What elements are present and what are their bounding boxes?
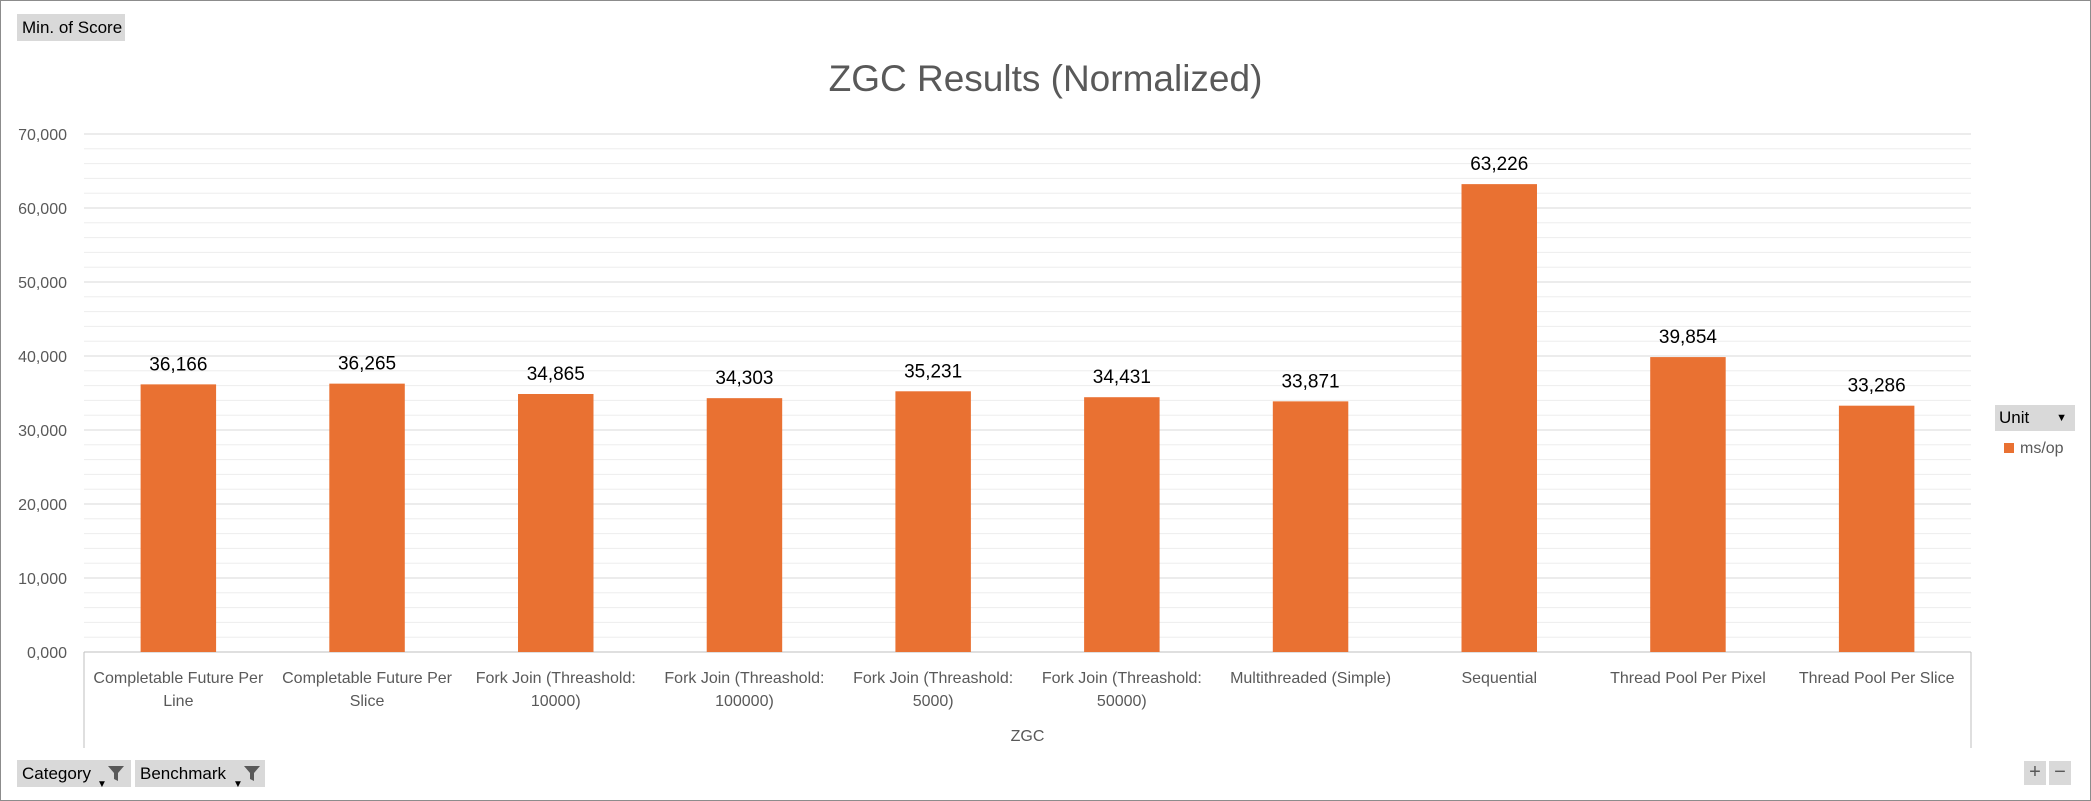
y-tick-label: 0,000 (27, 645, 67, 662)
legend-series-label: ms/op (2020, 440, 2064, 457)
x-tick-label: 100000) (715, 693, 774, 710)
dropdown-arrow-icon: ▼ (97, 779, 107, 790)
data-label: 34,431 (1093, 367, 1151, 388)
dropdown-arrow-icon: ▼ (233, 779, 243, 790)
filter-icon (244, 766, 260, 781)
bar (1461, 184, 1537, 652)
zoom-out-button[interactable]: − (2049, 761, 2071, 785)
bar (1272, 401, 1349, 652)
x-tick-label: Fork Join (Threashold: (664, 670, 824, 687)
x-tick-label: Thread Pool Per Slice (1799, 670, 1955, 687)
legend-field-label: Unit (1999, 408, 2030, 427)
x-tick-label: Thread Pool Per Pixel (1610, 670, 1766, 687)
x-tick-label: 10000) (531, 693, 581, 710)
x-tick-label: 50000) (1097, 693, 1147, 710)
bar (895, 391, 971, 652)
bar (1650, 357, 1726, 652)
y-tick-label: 20,000 (18, 497, 67, 514)
bar (1838, 405, 1915, 652)
x-tick-label: 5000) (913, 693, 954, 710)
x-tick-label: Fork Join (Threashold: (853, 670, 1013, 687)
zoom-in-button[interactable]: + (2024, 761, 2046, 785)
y-tick-label: 30,000 (18, 423, 67, 440)
chart-title: ZGC Results (Normalized) (828, 58, 1263, 99)
x-tick-label: Multithreaded (Simple) (1230, 670, 1391, 687)
x-tick-label: Fork Join (Threashold: (476, 670, 636, 687)
data-label: 33,286 (1848, 376, 1906, 397)
bar (706, 398, 783, 652)
bar (140, 384, 217, 652)
x-tick-label: Completable Future Per (282, 670, 453, 687)
data-label: 63,226 (1470, 154, 1528, 175)
chevron-down-icon: ▼ (2056, 412, 2067, 424)
x-tick-label: Slice (350, 693, 385, 710)
legend-field-button[interactable]: Unit ▼ (1995, 405, 2075, 431)
bar (1084, 397, 1160, 652)
filter-icon (108, 766, 124, 781)
y-tick-label: 40,000 (18, 349, 67, 366)
y-tick-label: 10,000 (18, 571, 67, 588)
benchmark-field-button[interactable]: Benchmark ▼ (135, 760, 265, 790)
data-label: 36,265 (338, 354, 396, 375)
data-label: 34,865 (527, 364, 585, 385)
y-tick-label: 50,000 (18, 275, 67, 292)
data-label: 35,231 (904, 361, 962, 382)
bar (518, 393, 594, 652)
legend-item: ms/op (2004, 440, 2064, 458)
data-label: 33,871 (1281, 371, 1339, 392)
value-field-button[interactable]: Min. of Score (17, 14, 125, 41)
data-label: 36,166 (149, 354, 207, 375)
category-field-label: Category (22, 764, 91, 783)
x-tick-label: Completable Future Per (93, 670, 264, 687)
value-field-label: Min. of Score (22, 18, 123, 37)
x-tick-label: Sequential (1461, 670, 1537, 687)
bar (329, 383, 405, 652)
data-label: 34,303 (715, 368, 773, 389)
x-tick-label: Fork Join (Threashold: (1042, 670, 1202, 687)
y-tick-label: 60,000 (18, 201, 67, 218)
y-tick-label: 70,000 (18, 127, 67, 144)
benchmark-field-label: Benchmark (140, 764, 226, 783)
legend-swatch (2004, 443, 2014, 453)
category-field-button[interactable]: Category ▼ (17, 760, 131, 790)
x-tick-label: Line (163, 693, 193, 710)
x-group-label: ZGC (1011, 728, 1045, 745)
data-label: 39,854 (1659, 327, 1718, 348)
